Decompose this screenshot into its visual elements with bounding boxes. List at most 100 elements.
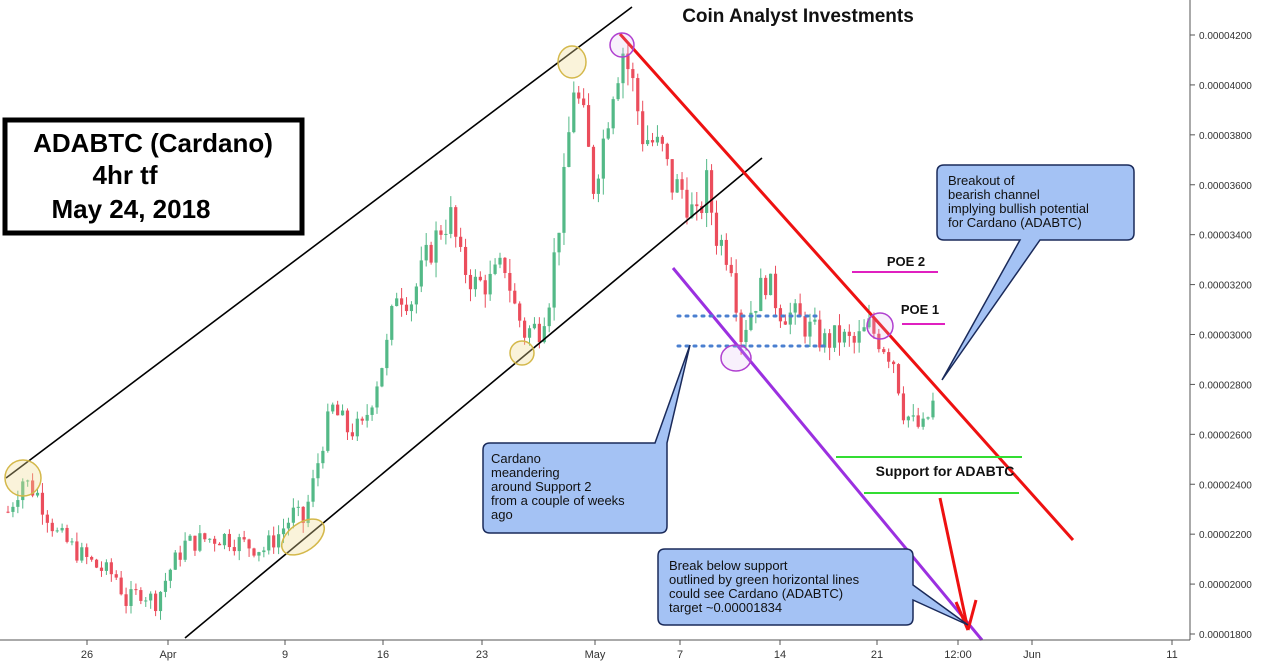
candle-body (778, 308, 783, 322)
candle-body (631, 69, 635, 79)
candle-body (828, 333, 832, 348)
info-box-date: May 24, 2018 (51, 194, 210, 224)
candle-body (409, 304, 414, 312)
candle-body (252, 548, 256, 556)
candle-body (754, 311, 758, 313)
candle-body (262, 550, 266, 553)
callout-breakdown-line2: outlined by green horizontal lines (669, 572, 860, 587)
callout-breakdown-line4: target ~0.00001834 (669, 600, 782, 615)
callout-meander-line4: from a couple of weeks (491, 493, 625, 508)
callout-meander-line3: around Support 2 (491, 479, 591, 494)
callout-meander: Cardano meandering around Support 2 from… (482, 344, 691, 534)
candle-body (301, 506, 305, 524)
candle-body (365, 414, 369, 421)
candle-body (582, 98, 586, 106)
candle-body (326, 411, 330, 451)
candle-body (168, 569, 172, 581)
info-box-timeframe: 4hr tf (93, 160, 158, 190)
candle-body (719, 239, 723, 246)
candle-body (577, 92, 581, 99)
candle-body (99, 567, 104, 571)
candle-body (842, 331, 846, 343)
candle-body (380, 368, 384, 387)
candle-body (385, 339, 389, 369)
candle-body (360, 418, 364, 421)
touch-circle-yellow (557, 45, 587, 79)
candle-body (877, 333, 881, 350)
candle-body (729, 264, 733, 274)
candle-body (823, 333, 827, 348)
candle-body (695, 204, 699, 207)
callout-breakdown-line1: Break below support (669, 558, 788, 573)
candle-body (892, 361, 896, 365)
candle-body (336, 404, 340, 416)
candle-body (759, 277, 763, 312)
candle-body (60, 527, 64, 531)
candle-body (542, 326, 546, 343)
candle-body (641, 111, 645, 145)
touch-circle-yellow (281, 518, 325, 556)
candle-body (55, 530, 59, 532)
candle-body (680, 179, 684, 190)
y-tick-label: 0.00002000 (1199, 580, 1252, 591)
candle-body (119, 577, 123, 595)
candle-body (636, 78, 640, 112)
candle-body (390, 306, 394, 340)
candle-body (611, 99, 615, 129)
candle-body (887, 352, 891, 362)
candle-body (532, 323, 537, 329)
chart-title: Coin Analyst Investments (682, 6, 914, 27)
candle-body (916, 415, 920, 427)
candle-body (818, 319, 822, 348)
candle-body (773, 273, 778, 309)
candle-body (222, 533, 227, 546)
candle-body (670, 159, 674, 193)
candle-body (154, 593, 158, 612)
candle-body (311, 478, 315, 502)
candle-body (769, 273, 773, 296)
candle-body (26, 480, 30, 482)
candle-body (660, 136, 664, 144)
candle-body (867, 318, 871, 328)
candle-body (798, 303, 802, 317)
purple-trend-line (671, 267, 984, 641)
candle-body (911, 415, 915, 417)
candle-body (104, 562, 108, 571)
candle-body (65, 527, 69, 542)
y-tick-label: 0.00003200 (1199, 281, 1252, 292)
candle-body (739, 312, 743, 343)
y-tick-label: 0.00001800 (1199, 630, 1252, 641)
poe2-label: POE 2 (887, 254, 925, 269)
candle-body (493, 264, 497, 274)
channel-lower-line (184, 157, 763, 639)
candle-body (247, 539, 251, 549)
candle-body (213, 538, 217, 544)
candle-body (503, 257, 507, 274)
candle-body (21, 481, 25, 501)
candle-body (198, 533, 202, 551)
candle-body (94, 559, 99, 568)
candle-body (803, 316, 807, 337)
candle-body (331, 404, 335, 412)
candle-body (601, 138, 605, 179)
callout-breakout-line4: for Cardano (ADABTC) (948, 215, 1082, 230)
callout-breakdown: Break below support outlined by green ho… (657, 548, 969, 626)
candle-body (203, 533, 207, 540)
x-tick-label: Jun (1023, 649, 1041, 661)
candle-body (926, 417, 930, 419)
candle-body (355, 418, 359, 437)
candle-body (734, 273, 738, 313)
x-tick-label: 12:00 (944, 649, 972, 661)
candle-body (237, 537, 241, 552)
x-tick-label: 9 (282, 649, 288, 661)
callout-meander-line1: Cardano (491, 451, 541, 466)
candle-body (90, 556, 94, 560)
candle-body (163, 580, 168, 592)
y-tick-label: 0.00002400 (1199, 480, 1252, 491)
candle-body (454, 207, 458, 237)
candle-body (40, 492, 45, 515)
candle-body (232, 547, 236, 552)
candle-body (306, 501, 310, 524)
candle-body (557, 232, 561, 253)
